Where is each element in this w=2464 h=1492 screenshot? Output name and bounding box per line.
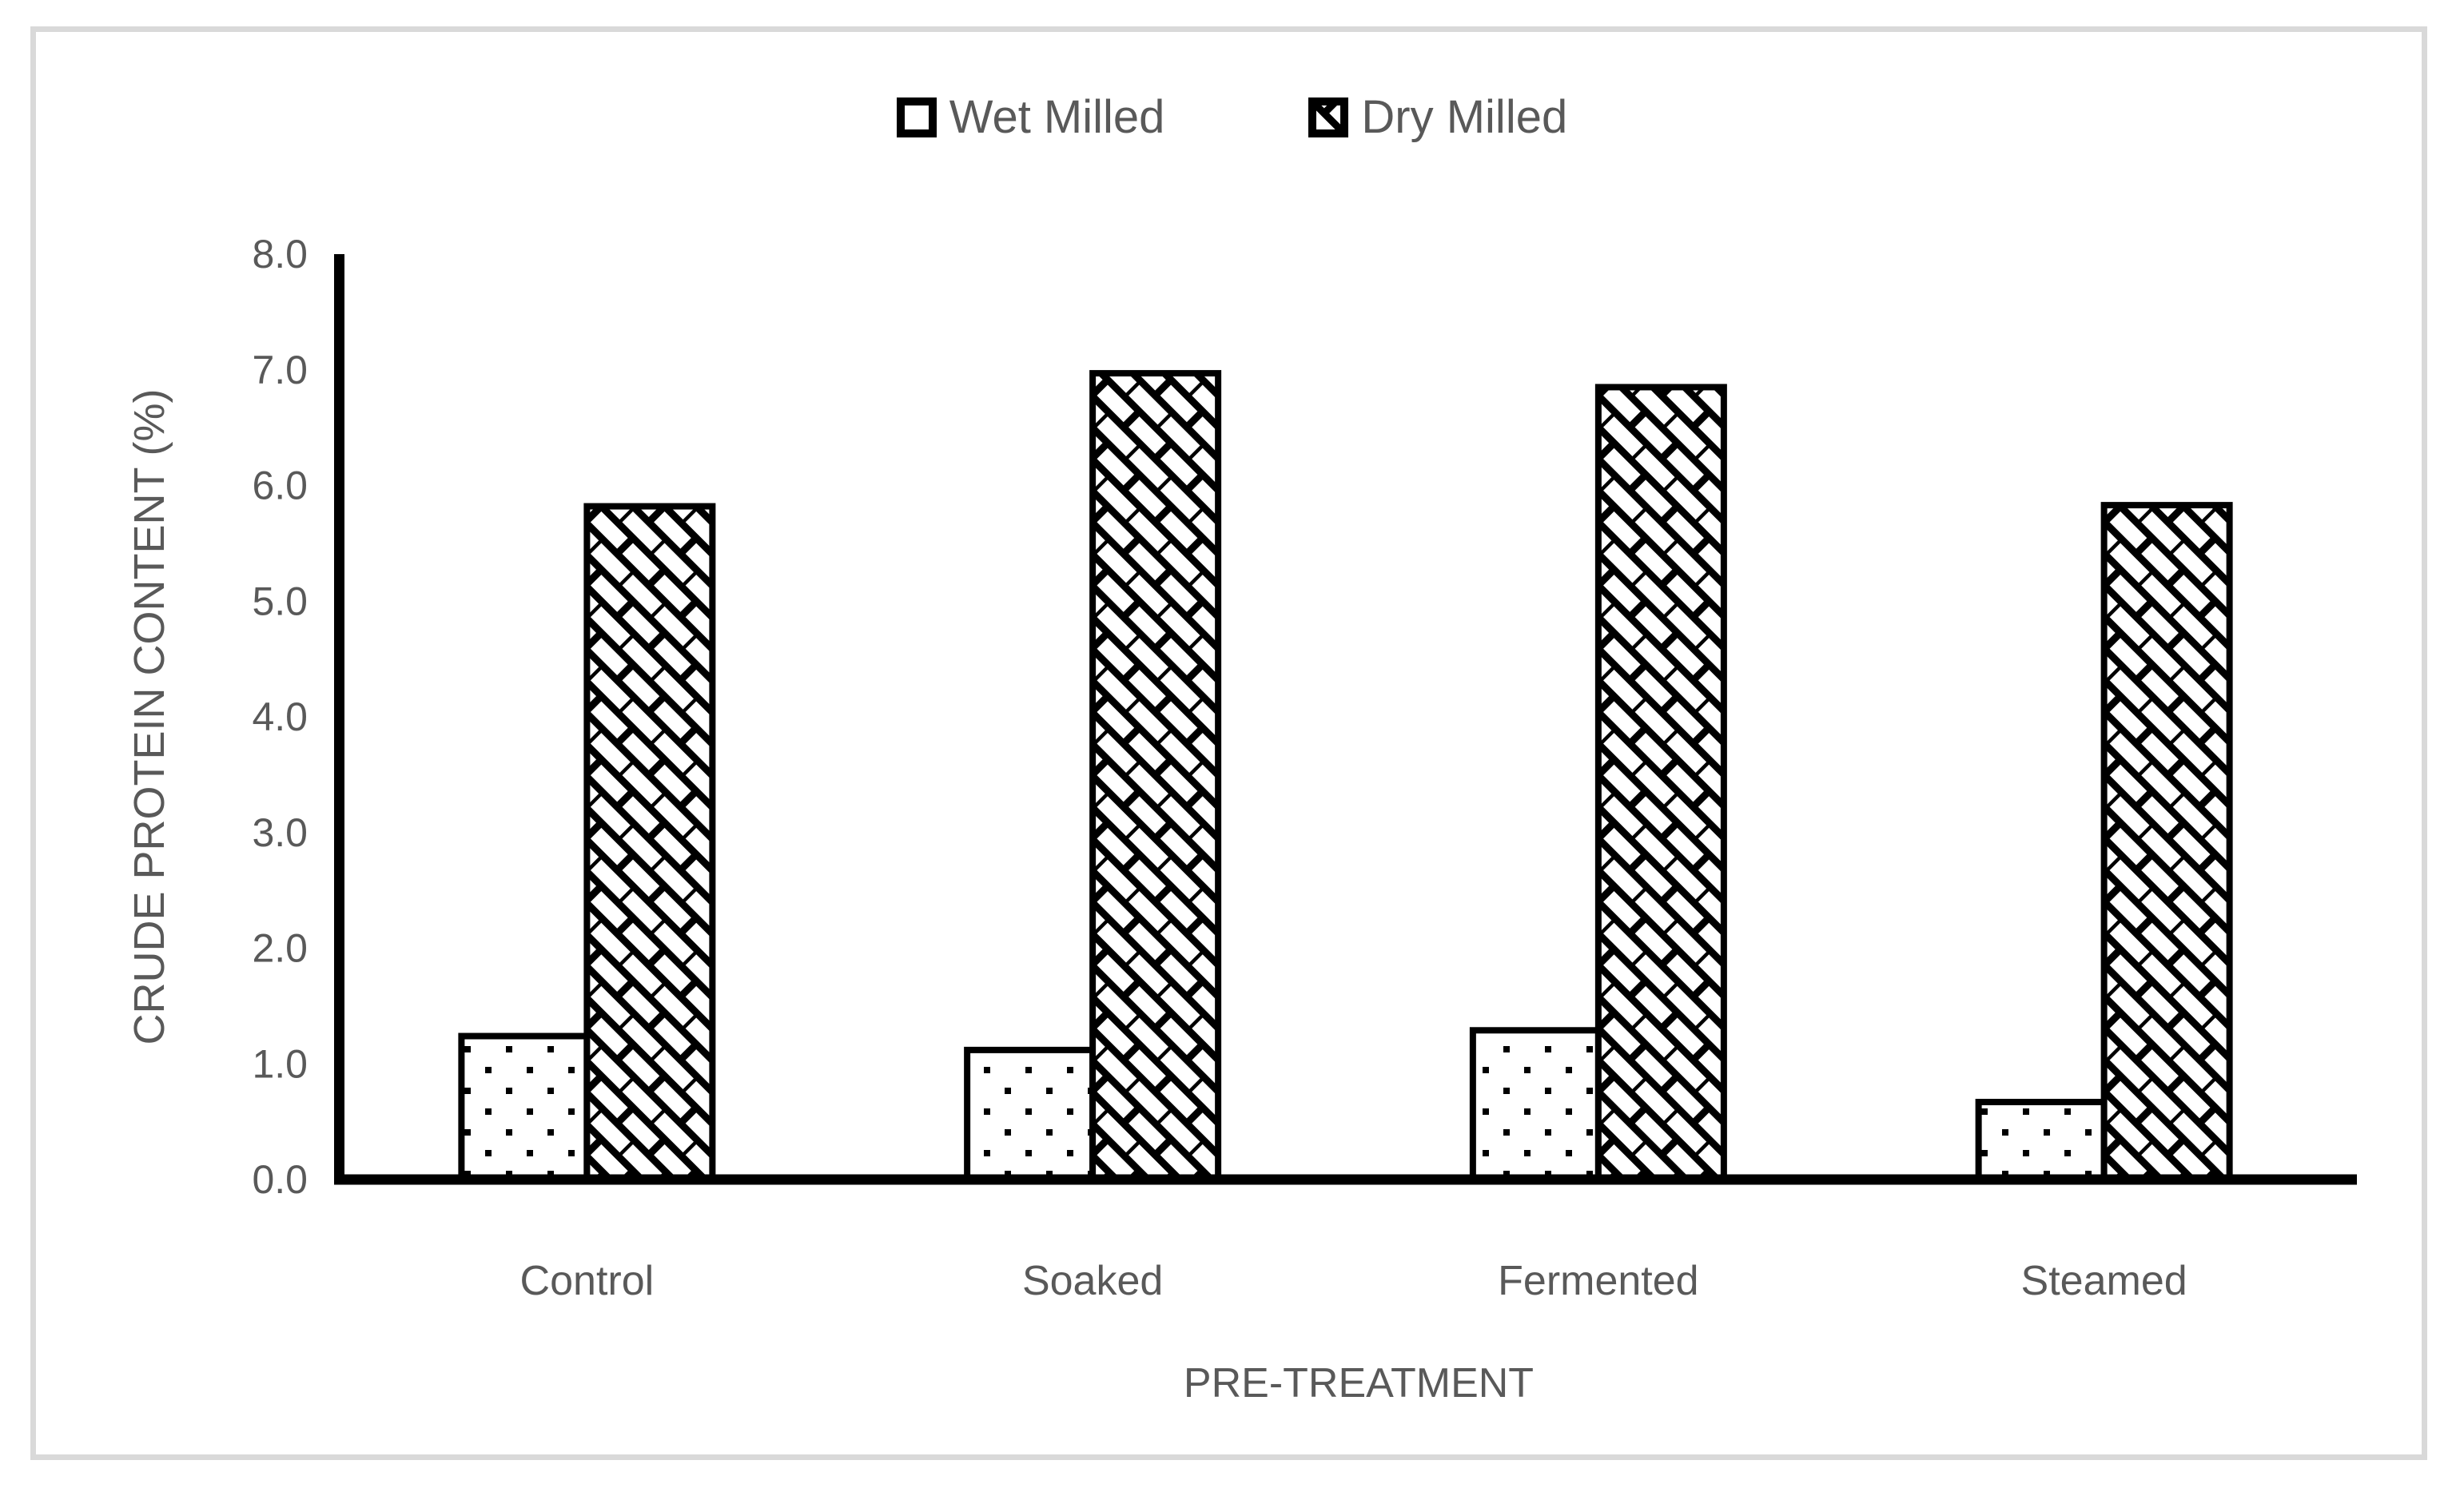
wet-milled-swatch-icon bbox=[896, 97, 937, 137]
bar-dry-milled-soaked bbox=[1089, 370, 1222, 1183]
x-category-label-control: Control bbox=[520, 1258, 655, 1304]
x-axis-line bbox=[334, 1174, 2357, 1185]
legend-item-dry-milled: Dry Milled bbox=[1308, 94, 1567, 141]
bar-wet-milled-steamed bbox=[1975, 1099, 2108, 1183]
legend-label-wet-milled: Wet Milled bbox=[949, 91, 1165, 143]
y-axis-title: CRUDE PROTEIN CONTENT (%) bbox=[125, 388, 173, 1044]
bar-wet-milled-control bbox=[458, 1032, 591, 1184]
x-category-label-soaked: Soaked bbox=[1022, 1258, 1163, 1304]
bar-wet-milled-soaked bbox=[964, 1046, 1097, 1183]
bars-group bbox=[458, 370, 2233, 1184]
x-axis-category-labels: Control Soaked Fermented Steamed bbox=[520, 1258, 2187, 1304]
bar-dry-milled-fermented bbox=[1594, 384, 1727, 1183]
y-tick-label-8.0: 8.0 bbox=[252, 232, 308, 277]
y-tick-label-6.0: 6.0 bbox=[252, 464, 308, 508]
y-tick-label-4.0: 4.0 bbox=[252, 694, 308, 739]
bar-dry-milled-control bbox=[583, 503, 716, 1183]
legend-item-wet-milled: Wet Milled bbox=[896, 91, 1165, 143]
y-tick-label-2.0: 2.0 bbox=[252, 926, 308, 971]
y-axis-line bbox=[334, 254, 344, 1185]
dry-milled-swatch-icon bbox=[1308, 97, 1349, 137]
axes-group bbox=[334, 254, 2357, 1185]
legend-label-dry-milled: Dry Milled bbox=[1361, 91, 1568, 143]
y-tick-label-0.0: 0.0 bbox=[252, 1157, 308, 1202]
bar-dry-milled-steamed bbox=[2100, 502, 2233, 1183]
y-tick-label-1.0: 1.0 bbox=[252, 1041, 308, 1086]
bar-wet-milled-fermented bbox=[1469, 1027, 1602, 1183]
y-tick-label-7.0: 7.0 bbox=[252, 348, 308, 392]
x-category-label-fermented: Fermented bbox=[1498, 1258, 1698, 1304]
chart-legend: Wet Milled Dry Milled bbox=[0, 94, 2464, 141]
y-tick-label-3.0: 3.0 bbox=[252, 810, 308, 855]
y-tick-label-5.0: 5.0 bbox=[252, 579, 308, 623]
figure-border bbox=[30, 26, 2427, 1460]
x-category-label-steamed: Steamed bbox=[2021, 1258, 2187, 1304]
x-axis-title: PRE-TREATMENT bbox=[1184, 1360, 1534, 1406]
y-axis-tick-labels: 0.0 1.0 2.0 3.0 4.0 5.0 6.0 7.0 8.0 bbox=[252, 232, 308, 1202]
